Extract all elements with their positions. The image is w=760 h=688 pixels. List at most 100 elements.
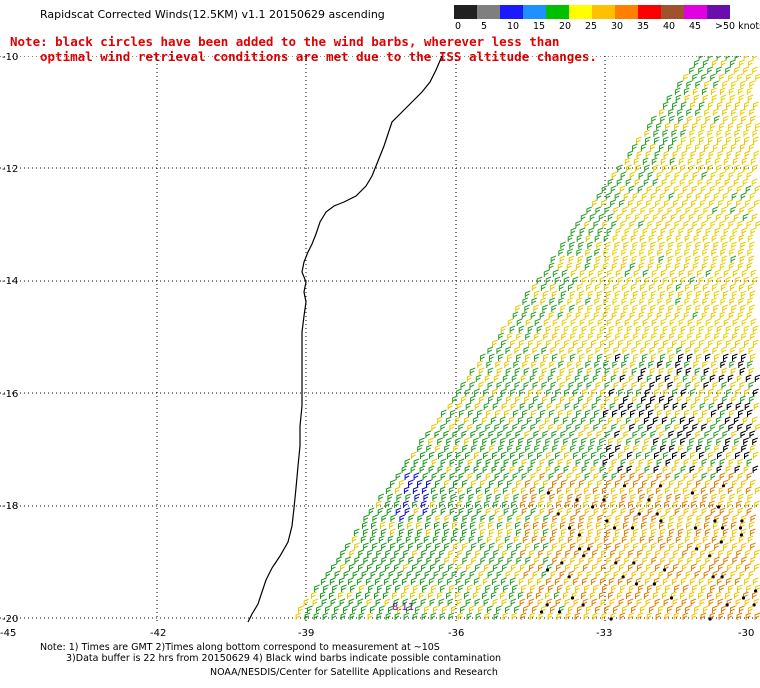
- wind-barb: [488, 395, 494, 403]
- wind-barb: [630, 360, 636, 368]
- wind-barb: [458, 458, 465, 466]
- wind-barb: [710, 584, 716, 592]
- contamination-dot: [609, 617, 613, 621]
- wind-barb: [731, 143, 737, 151]
- wind-barb: [679, 213, 686, 221]
- wind-barb: [713, 143, 719, 151]
- wind-barb: [511, 549, 517, 557]
- wind-barb: [540, 360, 546, 368]
- wind-barb: [575, 507, 582, 515]
- wind-barb: [662, 591, 668, 599]
- wind-barb: [669, 479, 675, 487]
- wind-barb: [608, 276, 615, 284]
- wind-barb: [497, 521, 503, 529]
- wind-barb: [482, 465, 489, 473]
- wind-barb: [515, 521, 521, 529]
- wind-barb: [740, 241, 746, 249]
- wind-barb: [681, 451, 687, 459]
- wind-barb: [555, 402, 562, 410]
- contamination-dot: [652, 582, 657, 586]
- wind-barb: [646, 612, 653, 620]
- wind-barb: [660, 444, 666, 452]
- wind-barb: [493, 500, 499, 508]
- wind-barb: [444, 556, 450, 564]
- wind-barb: [534, 514, 541, 522]
- wind-barb: [615, 269, 622, 277]
- wind-barb: [655, 500, 661, 508]
- wind-barb: [721, 255, 728, 263]
- wind-barb: [653, 437, 659, 445]
- contamination-dot: [695, 547, 699, 551]
- wind-barb: [737, 311, 744, 319]
- wind-barb: [750, 227, 757, 235]
- wind-barb: [746, 87, 753, 95]
- wind-barb: [548, 507, 555, 515]
- wind-barb: [320, 577, 327, 585]
- wind-barb: [664, 486, 671, 494]
- wind-barb: [457, 563, 463, 571]
- wind-barb: [659, 430, 666, 438]
- wind-barb: [576, 409, 582, 417]
- wind-barb: [367, 549, 373, 557]
- wind-barb: [530, 311, 537, 319]
- wind-barb: [488, 528, 495, 536]
- wind-barb: [741, 318, 748, 326]
- wind-barb: [665, 584, 671, 592]
- wind-barb: [497, 528, 504, 536]
- wind-barb: [710, 171, 717, 179]
- wind-barb: [692, 472, 699, 480]
- wind-barb: [750, 514, 757, 522]
- wind-barb: [399, 542, 405, 550]
- wind-barb: [509, 591, 515, 599]
- wind-barb: [608, 325, 615, 333]
- wind-barb: [552, 556, 558, 564]
- wind-barb: [701, 122, 707, 130]
- wind-barb: [686, 108, 692, 116]
- contamination-dot: [647, 498, 651, 502]
- wind-barb: [594, 493, 601, 501]
- wind-barb: [421, 549, 427, 557]
- wind-barb: [609, 598, 616, 606]
- wind-barb: [554, 591, 560, 599]
- wind-barb: [564, 388, 570, 396]
- wind-barb: [440, 584, 446, 592]
- wind-barb: [501, 339, 507, 347]
- wind-barb: [458, 423, 464, 431]
- wind-barb: [631, 605, 637, 613]
- wind-barb: [594, 297, 601, 305]
- wind-barb: [663, 388, 669, 396]
- wind-barb: [401, 591, 407, 599]
- contamination-dot: [717, 505, 721, 509]
- wind-barb: [618, 451, 624, 459]
- wind-barb: [656, 311, 663, 319]
- wind-barb: [632, 290, 639, 298]
- wind-barb: [600, 451, 606, 459]
- wind-barb: [642, 318, 649, 326]
- wind-barb: [407, 521, 413, 529]
- wind-barb: [539, 507, 546, 515]
- wind-barb: [439, 612, 446, 620]
- wind-barb: [641, 430, 648, 438]
- wind-barb: [459, 535, 466, 543]
- wind-barb: [745, 486, 752, 494]
- wind-barb: [719, 73, 725, 81]
- contamination-dot: [630, 526, 635, 530]
- wind-barb: [703, 346, 710, 354]
- wind-barb: [407, 528, 414, 536]
- wind-barb: [687, 353, 693, 361]
- wind-barb: [552, 542, 558, 550]
- wind-barb: [394, 612, 401, 620]
- contamination-dot: [719, 540, 723, 544]
- wind-barb: [649, 381, 656, 389]
- wind-barb: [502, 563, 508, 571]
- wind-barb: [595, 605, 601, 613]
- wind-barb: [516, 542, 522, 550]
- wind-barb: [729, 535, 736, 543]
- wind-barb: [700, 500, 706, 508]
- wind-barb: [719, 472, 726, 480]
- wind-barb: [622, 206, 629, 214]
- wind-barb: [660, 157, 667, 165]
- wind-barb: [449, 472, 456, 480]
- wind-barb: [708, 598, 715, 606]
- wind-barb: [606, 556, 612, 564]
